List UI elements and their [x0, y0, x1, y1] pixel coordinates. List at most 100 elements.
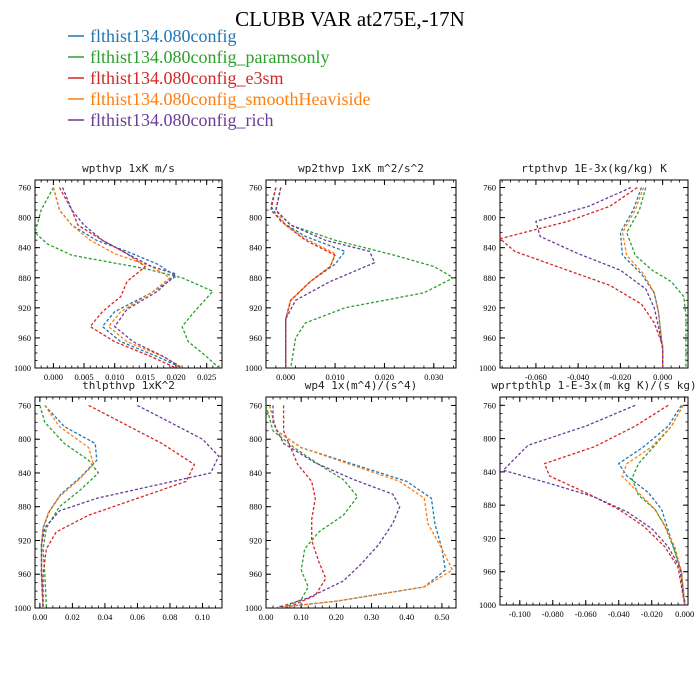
panel-title: wprtpthlp 1-E-3x(m kg K)/(s kg)	[491, 379, 696, 392]
x-tick-label: 0.10	[195, 612, 210, 622]
y-tick-label: 800	[483, 213, 496, 223]
y-tick-label: 920	[18, 303, 31, 313]
figure-title: CLUBB VAR at275E,-17N	[235, 7, 465, 31]
series-line	[621, 404, 686, 605]
plot-frame	[265, 179, 457, 369]
panels: wpthvp 1xK m/s76080084088092096010000.00…	[14, 162, 697, 622]
y-tick-label: 1000	[14, 363, 31, 373]
x-tick-label: 0.030	[424, 372, 443, 382]
x-tick-label: -0.060	[525, 372, 547, 382]
series-line	[535, 186, 664, 368]
y-tick-label: 760	[249, 183, 262, 193]
series-group	[270, 187, 455, 368]
series-line	[39, 405, 100, 608]
y-tick-label: 960	[249, 569, 262, 579]
x-tick-label: 0.000	[44, 372, 63, 382]
panel-3: rtpthvp 1E-3x(kg/kg) K 760 800 840 880 920 960…	[479, 162, 689, 382]
series-line	[52, 187, 183, 368]
panel-title: wp2thvp 1xK m^2/s^2	[298, 162, 424, 175]
y-tick-label: 960	[483, 567, 496, 577]
y-tick-label: 920	[249, 303, 262, 313]
x-tick-label: -0.060	[575, 609, 597, 619]
panel-title: wp4 1x(m^4)/(s^4)	[305, 379, 418, 392]
series-line	[502, 404, 686, 605]
y-tick-label: 880	[483, 273, 496, 283]
y-tick-label: 800	[249, 434, 262, 444]
y-tick-label: 1000	[479, 600, 496, 610]
panel-1: wpthvp 1xK m/s 760 800 840 880 920 960 1000 0.00…	[14, 162, 223, 382]
y-tick-label: 840	[18, 468, 31, 478]
x-tick-label: 0.000	[653, 372, 672, 382]
x-tick-label: 0.40	[399, 612, 414, 622]
panel-title: wpthvp 1xK m/s	[82, 162, 175, 175]
series-line	[272, 405, 401, 608]
series-line	[619, 187, 664, 368]
y-tick-label: 1000	[245, 603, 262, 613]
series-group	[266, 405, 454, 608]
x-tick-label: 0.025	[197, 372, 216, 382]
x-tick-label: 0.020	[375, 372, 394, 382]
x-tick-label: 0.020	[166, 372, 185, 382]
series-line	[266, 405, 359, 608]
x-tick-label: 0.04	[97, 612, 113, 622]
series-line	[270, 187, 336, 368]
plot-frame	[499, 396, 689, 606]
x-tick-label: 0.00	[32, 612, 47, 622]
y-tick-label: 1000	[14, 603, 31, 613]
y-tick-label: 920	[249, 535, 262, 545]
x-tick-label: 0.06	[130, 612, 145, 622]
x-tick-label: -0.040	[608, 609, 630, 619]
y-tick-label: 800	[18, 434, 31, 444]
y-tick-label: 1000	[245, 363, 262, 373]
series-line	[35, 187, 220, 368]
y-tick-label: 840	[483, 467, 496, 477]
series-line	[543, 404, 686, 605]
y-tick-label: 760	[483, 183, 496, 193]
plot-frame	[499, 179, 689, 369]
y-tick-label: 840	[18, 243, 31, 253]
legend-label: flthist134.080config	[90, 26, 237, 46]
series-line	[268, 405, 454, 608]
series-line	[40, 405, 95, 608]
x-tick-label: 0.30	[364, 612, 379, 622]
series-line	[268, 405, 447, 608]
x-tick-label: 0.20	[329, 612, 344, 622]
y-tick-label: 760	[18, 400, 31, 410]
series-line	[52, 187, 183, 368]
legend: flthist134.080config flthist134.080config…	[68, 26, 370, 130]
x-tick-label: 0.00	[259, 612, 274, 622]
plot-frame	[34, 396, 223, 609]
series-line	[631, 404, 686, 605]
y-tick-label: 1000	[479, 363, 496, 373]
y-tick-label: 920	[483, 533, 496, 543]
x-tick-label: 0.10	[294, 612, 309, 622]
series-line	[621, 187, 664, 368]
y-tick-label: 880	[249, 502, 262, 512]
series-line	[500, 186, 664, 368]
x-tick-label: 0.005	[74, 372, 93, 382]
legend-label: flthist134.080config_rich	[90, 110, 273, 130]
plot-frame	[34, 179, 223, 369]
series-group	[502, 404, 686, 605]
series-group	[500, 186, 687, 368]
y-tick-label: 880	[483, 500, 496, 510]
series-line	[282, 405, 327, 608]
x-tick-label: -0.100	[509, 609, 531, 619]
y-tick-label: 960	[18, 333, 31, 343]
panel-5: wp4 1x(m^4)/(s^4)76080084088092096010000…	[245, 379, 457, 622]
panel-4: thlpthvp 1xK^2 760 800 840 880 920 960 10000.00…	[14, 379, 223, 622]
y-tick-label: 880	[249, 273, 262, 283]
y-tick-label: 760	[18, 183, 31, 193]
series-line	[275, 187, 455, 368]
y-tick-label: 840	[249, 243, 262, 253]
series-line	[626, 187, 687, 368]
series-line	[275, 187, 376, 368]
series-line	[61, 187, 183, 368]
x-tick-label: 0.02	[65, 612, 80, 622]
y-tick-label: 800	[249, 213, 262, 223]
x-tick-label: 0.000	[675, 609, 694, 619]
legend-label: flthist134.080config_smoothHeaviside	[90, 89, 370, 109]
x-tick-label: -0.020	[641, 609, 663, 619]
x-tick-label: 0.015	[136, 372, 155, 382]
y-tick-label: 960	[18, 569, 31, 579]
